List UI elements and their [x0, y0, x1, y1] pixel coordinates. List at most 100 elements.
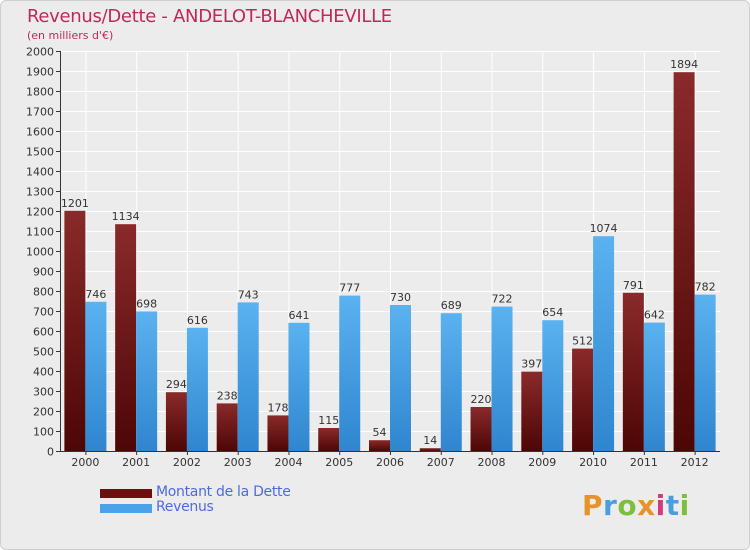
y-tick-label: 1700: [26, 106, 54, 119]
data-label-revenus: 777: [339, 282, 360, 295]
bar-dette: [369, 440, 390, 451]
data-label-revenus: 654: [542, 306, 563, 319]
data-label-revenus: 698: [136, 297, 157, 310]
bar-revenus: [136, 311, 158, 451]
data-label-dette: 115: [318, 414, 339, 427]
data-label-revenus: 642: [644, 309, 665, 322]
bar-revenus: [237, 302, 259, 451]
legend-label-debt: Montant de la Dette: [156, 484, 291, 500]
bar-revenus: [390, 305, 411, 451]
data-label-dette: 54: [373, 426, 387, 439]
logo-letter: r: [603, 489, 618, 522]
bar-dette: [318, 428, 340, 451]
x-tick-label: 2008: [478, 456, 506, 469]
bar-dette: [622, 292, 644, 451]
bar-revenus: [85, 301, 107, 451]
x-tick-label: 2006: [376, 456, 404, 469]
legend-swatch-revenus: [100, 504, 152, 513]
x-tick-label: 2004: [274, 456, 302, 469]
bar-dette: [267, 415, 289, 451]
bar-dette: [470, 407, 492, 451]
y-tick-label: 2000: [26, 46, 54, 59]
y-tick-label: 800: [33, 286, 54, 299]
x-tick-label: 2005: [325, 456, 353, 469]
bar-revenus: [643, 322, 665, 451]
proxiti-logo: Proxiti: [582, 489, 690, 522]
bar-revenus: [339, 295, 361, 451]
bar-revenus: [440, 313, 462, 451]
bar-revenus: [542, 320, 564, 451]
y-tick-label: 1900: [26, 66, 54, 79]
data-label-dette: 294: [166, 378, 187, 391]
x-tick-label: 2000: [71, 456, 99, 469]
logo-letter: i: [655, 489, 666, 522]
data-label-dette: 791: [623, 279, 644, 292]
data-label-dette: 1134: [112, 210, 140, 223]
logo-letter: P: [582, 489, 604, 522]
data-label-revenus: 746: [85, 288, 106, 301]
bar-dette: [165, 392, 187, 451]
data-label-dette: 178: [267, 401, 288, 414]
legend-label-revenus: Revenus: [156, 499, 214, 515]
data-label-revenus: 730: [390, 291, 411, 304]
y-tick-label: 400: [33, 366, 54, 379]
data-label-revenus: 1074: [590, 222, 618, 235]
y-tick-label: 200: [33, 406, 54, 419]
bar-revenus: [186, 327, 208, 451]
logo-letter: i: [679, 489, 690, 522]
y-tick-label: 1200: [26, 206, 54, 219]
chart-subtitle: (en milliers d'€): [27, 29, 114, 42]
logo-letter: x: [637, 489, 656, 522]
bar-revenus: [694, 294, 716, 451]
y-tick-label: 1800: [26, 86, 54, 99]
x-tick-label: 2011: [630, 456, 658, 469]
data-label-dette: 512: [572, 335, 593, 348]
bar-dette: [115, 224, 137, 451]
bar-dette: [419, 448, 441, 451]
x-tick-label: 2001: [122, 456, 150, 469]
data-label-dette: 14: [423, 434, 437, 447]
x-tick-label: 2010: [579, 456, 607, 469]
bar-dette: [572, 348, 594, 451]
data-label-revenus: 689: [441, 299, 462, 312]
x-tick-label: 2009: [528, 456, 556, 469]
data-label-revenus: 616: [187, 314, 208, 327]
y-tick-label: 700: [33, 306, 54, 319]
bar-revenus: [593, 236, 615, 451]
data-label-dette: 1201: [61, 197, 89, 210]
x-tick-label: 2002: [173, 456, 201, 469]
data-label-dette: 238: [217, 389, 238, 402]
y-tick-label: 1000: [26, 246, 54, 259]
data-label-dette: 1894: [670, 58, 698, 71]
chart-title: Revenus/Dette - ANDELOT-BLANCHEVILLE: [27, 6, 392, 27]
y-tick-label: 900: [33, 266, 54, 279]
logo-letter: t: [665, 489, 680, 522]
y-tick-label: 1400: [26, 166, 54, 179]
y-tick-label: 100: [33, 426, 54, 439]
legend-swatch-debt: [100, 489, 152, 498]
data-label-revenus: 743: [238, 288, 259, 301]
y-tick-label: 1100: [26, 226, 54, 239]
bar-dette: [64, 210, 86, 451]
x-tick-label: 2012: [681, 456, 709, 469]
bar-dette: [216, 403, 238, 451]
y-tick-label: 500: [33, 346, 54, 359]
data-label-dette: 397: [521, 358, 542, 371]
y-tick-label: 0: [47, 446, 54, 459]
y-tick-label: 1600: [26, 126, 54, 139]
bar-dette: [521, 371, 543, 451]
data-label-dette: 220: [471, 393, 492, 406]
bar-dette: [673, 72, 695, 451]
data-label-revenus: 641: [288, 309, 309, 322]
x-tick-label: 2007: [427, 456, 455, 469]
y-tick-label: 600: [33, 326, 54, 339]
x-tick-label: 2003: [224, 456, 252, 469]
logo-letter: o: [617, 489, 638, 522]
y-tick-label: 1500: [26, 146, 54, 159]
y-tick-label: 300: [33, 386, 54, 399]
data-label-revenus: 782: [695, 281, 716, 294]
y-tick-label: 1300: [26, 186, 54, 199]
bar-revenus: [288, 322, 310, 451]
bar-revenus: [491, 306, 513, 451]
